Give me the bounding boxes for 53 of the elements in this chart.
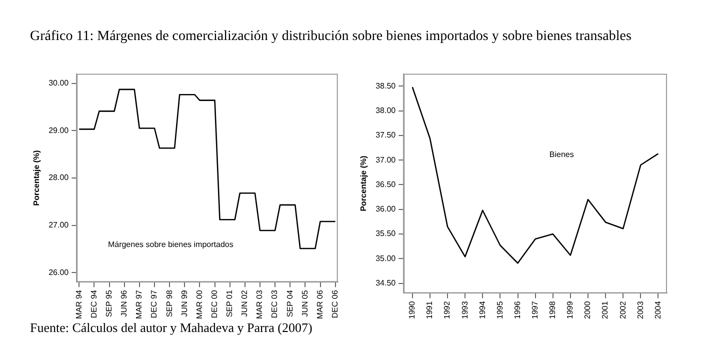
x-tick-label: 1993 <box>460 300 470 319</box>
x-tick-label: 1992 <box>442 300 452 319</box>
y-axis-title: Porcentaje (%) <box>359 155 368 212</box>
x-tick-label: 1997 <box>530 300 540 319</box>
y-tick-label: 26.00 <box>48 268 70 277</box>
x-tick-label: SEP 98 <box>164 290 174 318</box>
x-tick-label: 1999 <box>566 300 575 319</box>
x-tick-label: 1995 <box>495 300 504 319</box>
source-note: Fuente: Cálculos del autor y Mahadeva y Parra (2007) <box>30 320 312 336</box>
y-axis-title: Porcentaje (%) <box>32 150 42 206</box>
x-tick-label: MAR 03 <box>255 290 264 320</box>
x-tick-label: 2004 <box>653 300 662 319</box>
y-tick-label: 35.50 <box>376 229 396 238</box>
y-tick-label: 35.00 <box>376 254 396 263</box>
x-tick-label: 1990 <box>408 300 417 319</box>
x-tick-label: SEP 04 <box>285 290 294 318</box>
x-tick-label: 1994 <box>478 300 487 319</box>
y-tick-label: 27.00 <box>48 220 70 230</box>
x-tick-label: 2001 <box>600 300 610 319</box>
x-tick-label: MAR 94 <box>74 290 84 320</box>
x-tick-label: 2003 <box>636 300 645 319</box>
x-tick-label: 1998 <box>548 300 558 319</box>
y-tick-label: 36.50 <box>376 180 396 189</box>
y-tick-label: 36.00 <box>376 204 396 214</box>
chart-title: Gráfico 11: Márgenes de comercialización y distribución sobre bienes importados y sobre bienes transables <box>30 28 632 45</box>
x-tick-label: JUN 96 <box>120 290 129 317</box>
x-tick-label: DEC 97 <box>150 290 159 318</box>
x-tick-label: JUN 05 <box>300 290 310 317</box>
x-tick-label: 2000 <box>583 300 592 319</box>
x-tick-label: DEC 03 <box>270 290 280 318</box>
x-tick-label: DEC 94 <box>89 290 98 318</box>
y-tick-label: 38.50 <box>376 81 396 90</box>
text: Márgenes sobre bienes importados <box>108 240 234 249</box>
x-tick-label: 2002 <box>618 300 628 319</box>
x-tick-label: 1991 <box>425 300 434 319</box>
y-tick-label: 34.50 <box>376 278 396 288</box>
y-tick-label: 37.00 <box>376 155 396 164</box>
x-tick-label: MAR 97 <box>134 290 144 320</box>
x-tick-label: 1996 <box>512 300 522 319</box>
x-tick-label: SEP 95 <box>104 290 114 318</box>
x-tick-label: MAR 06 <box>315 290 324 320</box>
y-tick-label: 37.50 <box>376 130 396 140</box>
x-tick-label: JUN 99 <box>180 290 189 317</box>
x-tick-label: MAR 00 <box>194 290 204 320</box>
x-tick-label: DEC 06 <box>330 290 340 318</box>
y-tick-label: 28.00 <box>48 173 70 182</box>
y-tick-label: 29.00 <box>48 126 70 135</box>
y-tick-label: 30.00 <box>48 78 70 88</box>
x-tick-label: DEC 00 <box>210 290 219 318</box>
y-tick-label: 38.00 <box>376 106 396 115</box>
x-tick-label: SEP 01 <box>225 290 234 318</box>
text: Bienes <box>549 150 574 160</box>
x-tick-label: JUN 02 <box>240 290 250 317</box>
